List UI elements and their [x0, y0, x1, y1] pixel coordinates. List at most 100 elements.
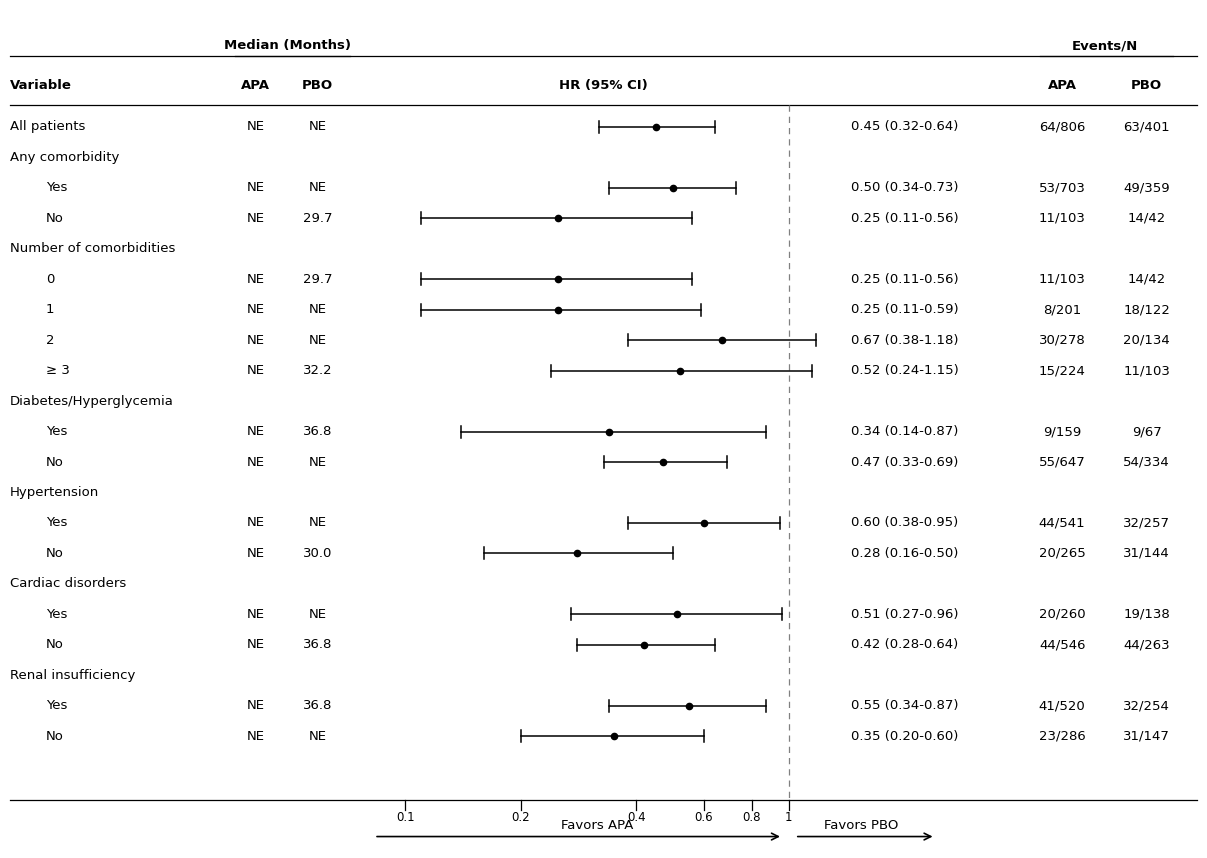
Text: No: No — [46, 456, 64, 468]
Text: 20/260: 20/260 — [1039, 607, 1085, 621]
Text: 30/278: 30/278 — [1039, 334, 1085, 347]
Text: 54/334: 54/334 — [1124, 456, 1170, 468]
Text: NE: NE — [247, 212, 264, 225]
Text: HR (95% CI): HR (95% CI) — [559, 79, 648, 93]
Text: APA: APA — [1048, 79, 1077, 93]
Text: NE: NE — [309, 334, 326, 347]
Text: 0.35 (0.20-0.60): 0.35 (0.20-0.60) — [851, 729, 958, 743]
Text: 0.4: 0.4 — [626, 811, 646, 824]
Text: NE: NE — [247, 303, 264, 317]
Text: 0.25 (0.11-0.56): 0.25 (0.11-0.56) — [851, 273, 958, 286]
Text: 0: 0 — [46, 273, 54, 286]
Text: 32/254: 32/254 — [1124, 699, 1170, 712]
Text: NE: NE — [247, 273, 264, 286]
Text: 44/263: 44/263 — [1124, 638, 1170, 651]
Text: 1: 1 — [785, 811, 793, 824]
Text: NE: NE — [247, 699, 264, 712]
Text: Number of comorbidities: Number of comorbidities — [10, 242, 175, 256]
Text: No: No — [46, 212, 64, 225]
Text: 0.55 (0.34-0.87): 0.55 (0.34-0.87) — [851, 699, 958, 712]
Text: 64/806: 64/806 — [1039, 120, 1085, 134]
Text: 0.2: 0.2 — [512, 811, 530, 824]
Text: 36.8: 36.8 — [303, 425, 332, 438]
Text: 8/201: 8/201 — [1043, 303, 1081, 317]
Text: 0.47 (0.33-0.69): 0.47 (0.33-0.69) — [851, 456, 958, 468]
Text: NE: NE — [309, 729, 326, 743]
Text: 11/103: 11/103 — [1039, 212, 1085, 225]
Text: Renal insufficiency: Renal insufficiency — [10, 668, 135, 682]
Text: All patients: All patients — [10, 120, 84, 134]
Text: Events/N: Events/N — [1072, 39, 1137, 52]
Text: 0.45 (0.32-0.64): 0.45 (0.32-0.64) — [851, 120, 958, 134]
Text: 18/122: 18/122 — [1124, 303, 1170, 317]
Text: NE: NE — [247, 364, 264, 378]
Text: NE: NE — [247, 181, 264, 195]
Text: No: No — [46, 638, 64, 651]
Text: 20/134: 20/134 — [1124, 334, 1170, 347]
Text: Median (Months): Median (Months) — [223, 39, 351, 52]
Text: 0.34 (0.14-0.87): 0.34 (0.14-0.87) — [851, 425, 958, 438]
Text: 0.60 (0.38-0.95): 0.60 (0.38-0.95) — [851, 517, 958, 529]
Text: 0.67 (0.38-1.18): 0.67 (0.38-1.18) — [851, 334, 958, 347]
Text: NE: NE — [247, 547, 264, 560]
Text: NE: NE — [247, 334, 264, 347]
Text: 0.25 (0.11-0.56): 0.25 (0.11-0.56) — [851, 212, 958, 225]
Text: 29.7: 29.7 — [303, 273, 332, 286]
Text: 9/67: 9/67 — [1132, 425, 1161, 438]
Text: 31/144: 31/144 — [1124, 547, 1170, 560]
Text: PBO: PBO — [1131, 79, 1162, 93]
Text: Yes: Yes — [46, 425, 68, 438]
Text: 0.25 (0.11-0.59): 0.25 (0.11-0.59) — [851, 303, 958, 317]
Text: 0.42 (0.28-0.64): 0.42 (0.28-0.64) — [851, 638, 958, 651]
Text: NE: NE — [247, 638, 264, 651]
Text: 44/546: 44/546 — [1039, 638, 1085, 651]
Text: 0.28 (0.16-0.50): 0.28 (0.16-0.50) — [851, 547, 958, 560]
Text: 31/147: 31/147 — [1124, 729, 1170, 743]
Text: NE: NE — [247, 120, 264, 134]
Text: PBO: PBO — [302, 79, 333, 93]
Text: 19/138: 19/138 — [1124, 607, 1170, 621]
Text: Favors APA: Favors APA — [561, 819, 634, 832]
Text: Cardiac disorders: Cardiac disorders — [10, 577, 126, 590]
Text: NE: NE — [309, 303, 326, 317]
Text: No: No — [46, 729, 64, 743]
Text: 2: 2 — [46, 334, 54, 347]
Text: 0.52 (0.24-1.15): 0.52 (0.24-1.15) — [851, 364, 958, 378]
Text: 1: 1 — [46, 303, 54, 317]
Text: NE: NE — [309, 181, 326, 195]
Text: 55/647: 55/647 — [1039, 456, 1085, 468]
Text: NE: NE — [247, 425, 264, 438]
Text: Variable: Variable — [10, 79, 71, 93]
Text: 20/265: 20/265 — [1039, 547, 1085, 560]
Text: 14/42: 14/42 — [1127, 273, 1166, 286]
Text: 15/224: 15/224 — [1039, 364, 1085, 378]
Text: 29.7: 29.7 — [303, 212, 332, 225]
Text: NE: NE — [309, 456, 326, 468]
Text: No: No — [46, 547, 64, 560]
Text: ≥ 3: ≥ 3 — [46, 364, 70, 378]
Text: 30.0: 30.0 — [303, 547, 332, 560]
Text: NE: NE — [309, 517, 326, 529]
Text: 63/401: 63/401 — [1124, 120, 1170, 134]
Text: 53/703: 53/703 — [1039, 181, 1085, 195]
Text: 11/103: 11/103 — [1124, 364, 1170, 378]
Text: NE: NE — [247, 729, 264, 743]
Text: Yes: Yes — [46, 517, 68, 529]
Text: NE: NE — [247, 607, 264, 621]
Text: Any comorbidity: Any comorbidity — [10, 151, 119, 164]
Text: NE: NE — [247, 517, 264, 529]
Text: 44/541: 44/541 — [1039, 517, 1085, 529]
Text: 11/103: 11/103 — [1039, 273, 1085, 286]
Text: NE: NE — [309, 120, 326, 134]
Text: 23/286: 23/286 — [1039, 729, 1085, 743]
Text: 0.8: 0.8 — [742, 811, 760, 824]
Text: APA: APA — [241, 79, 270, 93]
Text: 14/42: 14/42 — [1127, 212, 1166, 225]
Text: 36.8: 36.8 — [303, 638, 332, 651]
Text: Diabetes/Hyperglycemia: Diabetes/Hyperglycemia — [10, 395, 174, 408]
Text: 32/257: 32/257 — [1124, 517, 1170, 529]
Text: NE: NE — [309, 607, 326, 621]
Text: 36.8: 36.8 — [303, 699, 332, 712]
Text: 0.50 (0.34-0.73): 0.50 (0.34-0.73) — [851, 181, 958, 195]
Text: 32.2: 32.2 — [303, 364, 332, 378]
